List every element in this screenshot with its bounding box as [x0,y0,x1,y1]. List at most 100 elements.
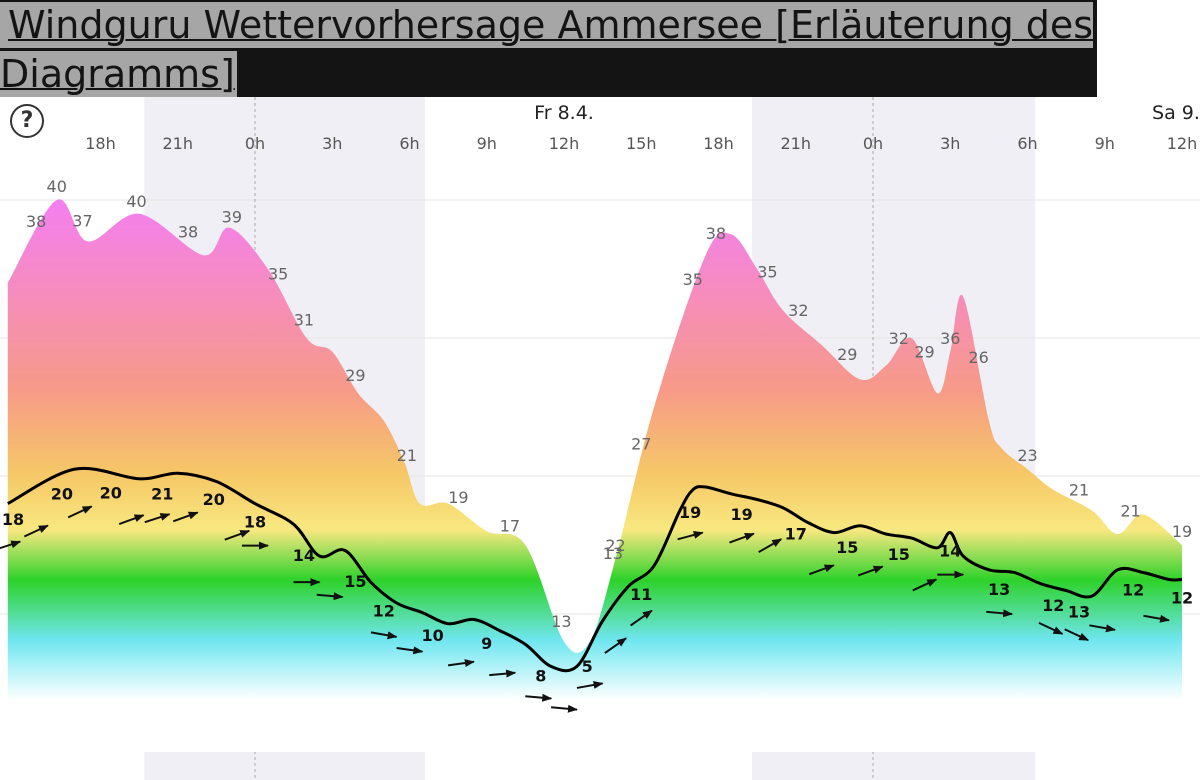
wind-label: 20 [100,484,122,503]
gust-label: 35 [757,263,777,282]
wind-direction-arrow [23,524,49,538]
page-title-link-line-2[interactable]: Diagramms] [0,51,237,97]
wind-label: 11 [630,585,652,604]
gust-label: 29 [914,343,934,362]
page-title-link-line-1[interactable]: Windguru Wettervorhersage Ammersee [Erlä… [0,2,1094,48]
wind-direction-arrow [144,513,171,524]
x-tick-label: 18h [703,134,734,153]
gust-label: 38 [178,222,198,241]
wind-speed-line [7,466,1183,673]
wind-direction-arrow [550,704,578,713]
wind-label: 19 [679,503,701,522]
wind-label: 12 [1122,580,1144,599]
wind-label: 21 [151,484,173,503]
wind-label: 20 [51,485,73,504]
x-tick-label: 0h [863,134,883,153]
gust-label: 29 [837,345,857,364]
gust-label: 36 [940,329,960,348]
wind-label: 18 [2,510,24,529]
gust-label: 40 [126,192,146,211]
day-label: Sa 9.4 [1152,102,1200,124]
gust-label: 35 [683,270,703,289]
gust-label: 29 [345,366,365,385]
wind-direction-arrow [489,669,517,678]
wind-label: 20 [203,490,225,509]
wind-direction-arrow [576,681,604,689]
wind-direction-arrow [370,631,398,640]
wind-label: 8 [535,667,546,686]
wind-direction-arrow [729,532,755,544]
wind-label: 19 [731,505,753,524]
x-tick-label: 12h [1167,134,1198,153]
wind-direction-arrow [986,609,1014,618]
x-tick-label: 21h [781,134,812,153]
title-bar: Windguru Wettervorhersage Ammersee [Erlä… [0,0,1200,97]
wind-direction-arrow [630,609,653,627]
gust-label: 17 [500,516,520,535]
wind-label: 18 [244,513,266,532]
wind-label: 15 [888,545,910,564]
gust-label: 22 [605,536,625,555]
wind-label: 17 [785,524,807,543]
wind-direction-arrow [525,693,553,702]
x-tick-label: 3h [940,134,960,153]
x-axis-ticks: 18h 21h 0h 3h 6h 9h 12h 15h 18h 21h 0h 3h 6h 9h 12h [85,134,1197,153]
wind-direction-arrow [67,505,93,519]
wind-direction-arrow [172,511,199,523]
x-tick-label: 6h [399,134,419,153]
x-tick-label: 15h [626,134,657,153]
day-label: Fr 8.4. [534,102,594,124]
x-tick-label: 9h [477,134,497,153]
wind-label: 15 [836,538,858,557]
wind-label: 13 [1068,602,1090,621]
gust-label: 40 [47,177,67,196]
gust-label: 27 [631,435,651,454]
gust-label: 35 [268,264,288,283]
wind-label: 14 [939,542,961,561]
x-tick-label: 0h [245,134,265,153]
wind-direction-arrow [118,514,145,525]
wind-direction-arrow [1089,624,1116,633]
wind-direction-arrow [604,637,627,654]
wind-direction-arrows [0,505,1171,713]
wind-forecast-chart: 3840374038393531292119171313222735383532… [0,97,1200,780]
wind-label: 12 [1171,589,1193,608]
x-tick-label: 18h [85,134,116,153]
gust-label: 21 [1120,501,1140,520]
wind-direction-arrow [1143,614,1171,623]
help-button[interactable]: ? [10,104,44,138]
wind-label: 15 [344,572,366,591]
wind-label: 14 [293,546,315,565]
wind-label: 13 [988,580,1010,599]
wind-direction-arrow [396,646,424,655]
gust-label: 32 [788,301,808,320]
gust-label: 23 [1017,446,1037,465]
x-tick-label: 6h [1017,134,1037,153]
gust-label: 21 [397,446,417,465]
x-tick-label: 3h [322,134,342,153]
wind-label: 12 [373,602,395,621]
wind-direction-arrow [808,564,835,576]
wind-label: 5 [582,657,593,676]
wind-direction-arrow [1064,628,1090,642]
wind-label: 10 [422,626,444,645]
gust-label: 38 [706,224,726,243]
day-labels: Fr 8.4. Sa 9.4 [534,102,1200,124]
gust-label: 21 [1069,481,1089,500]
gust-label: 32 [889,329,909,348]
wind-direction-arrow [912,578,938,592]
wind-direction-arrow [447,659,475,667]
gust-labels: 3840374038393531292119171313222735383532… [26,177,1192,631]
x-tick-label: 21h [163,134,194,153]
gust-label: 19 [448,488,468,507]
gust-label: 26 [968,348,988,367]
wind-direction-arrow [857,565,884,577]
gust-label: 39 [222,207,242,226]
wind-direction-arrow [316,592,344,601]
gust-label: 13 [603,544,623,563]
gust-label: 19 [1172,522,1192,541]
x-tick-label: 12h [549,134,580,153]
wind-direction-arrow [0,540,22,550]
gust-label: 37 [72,212,92,231]
wind-direction-arrow [677,531,704,541]
